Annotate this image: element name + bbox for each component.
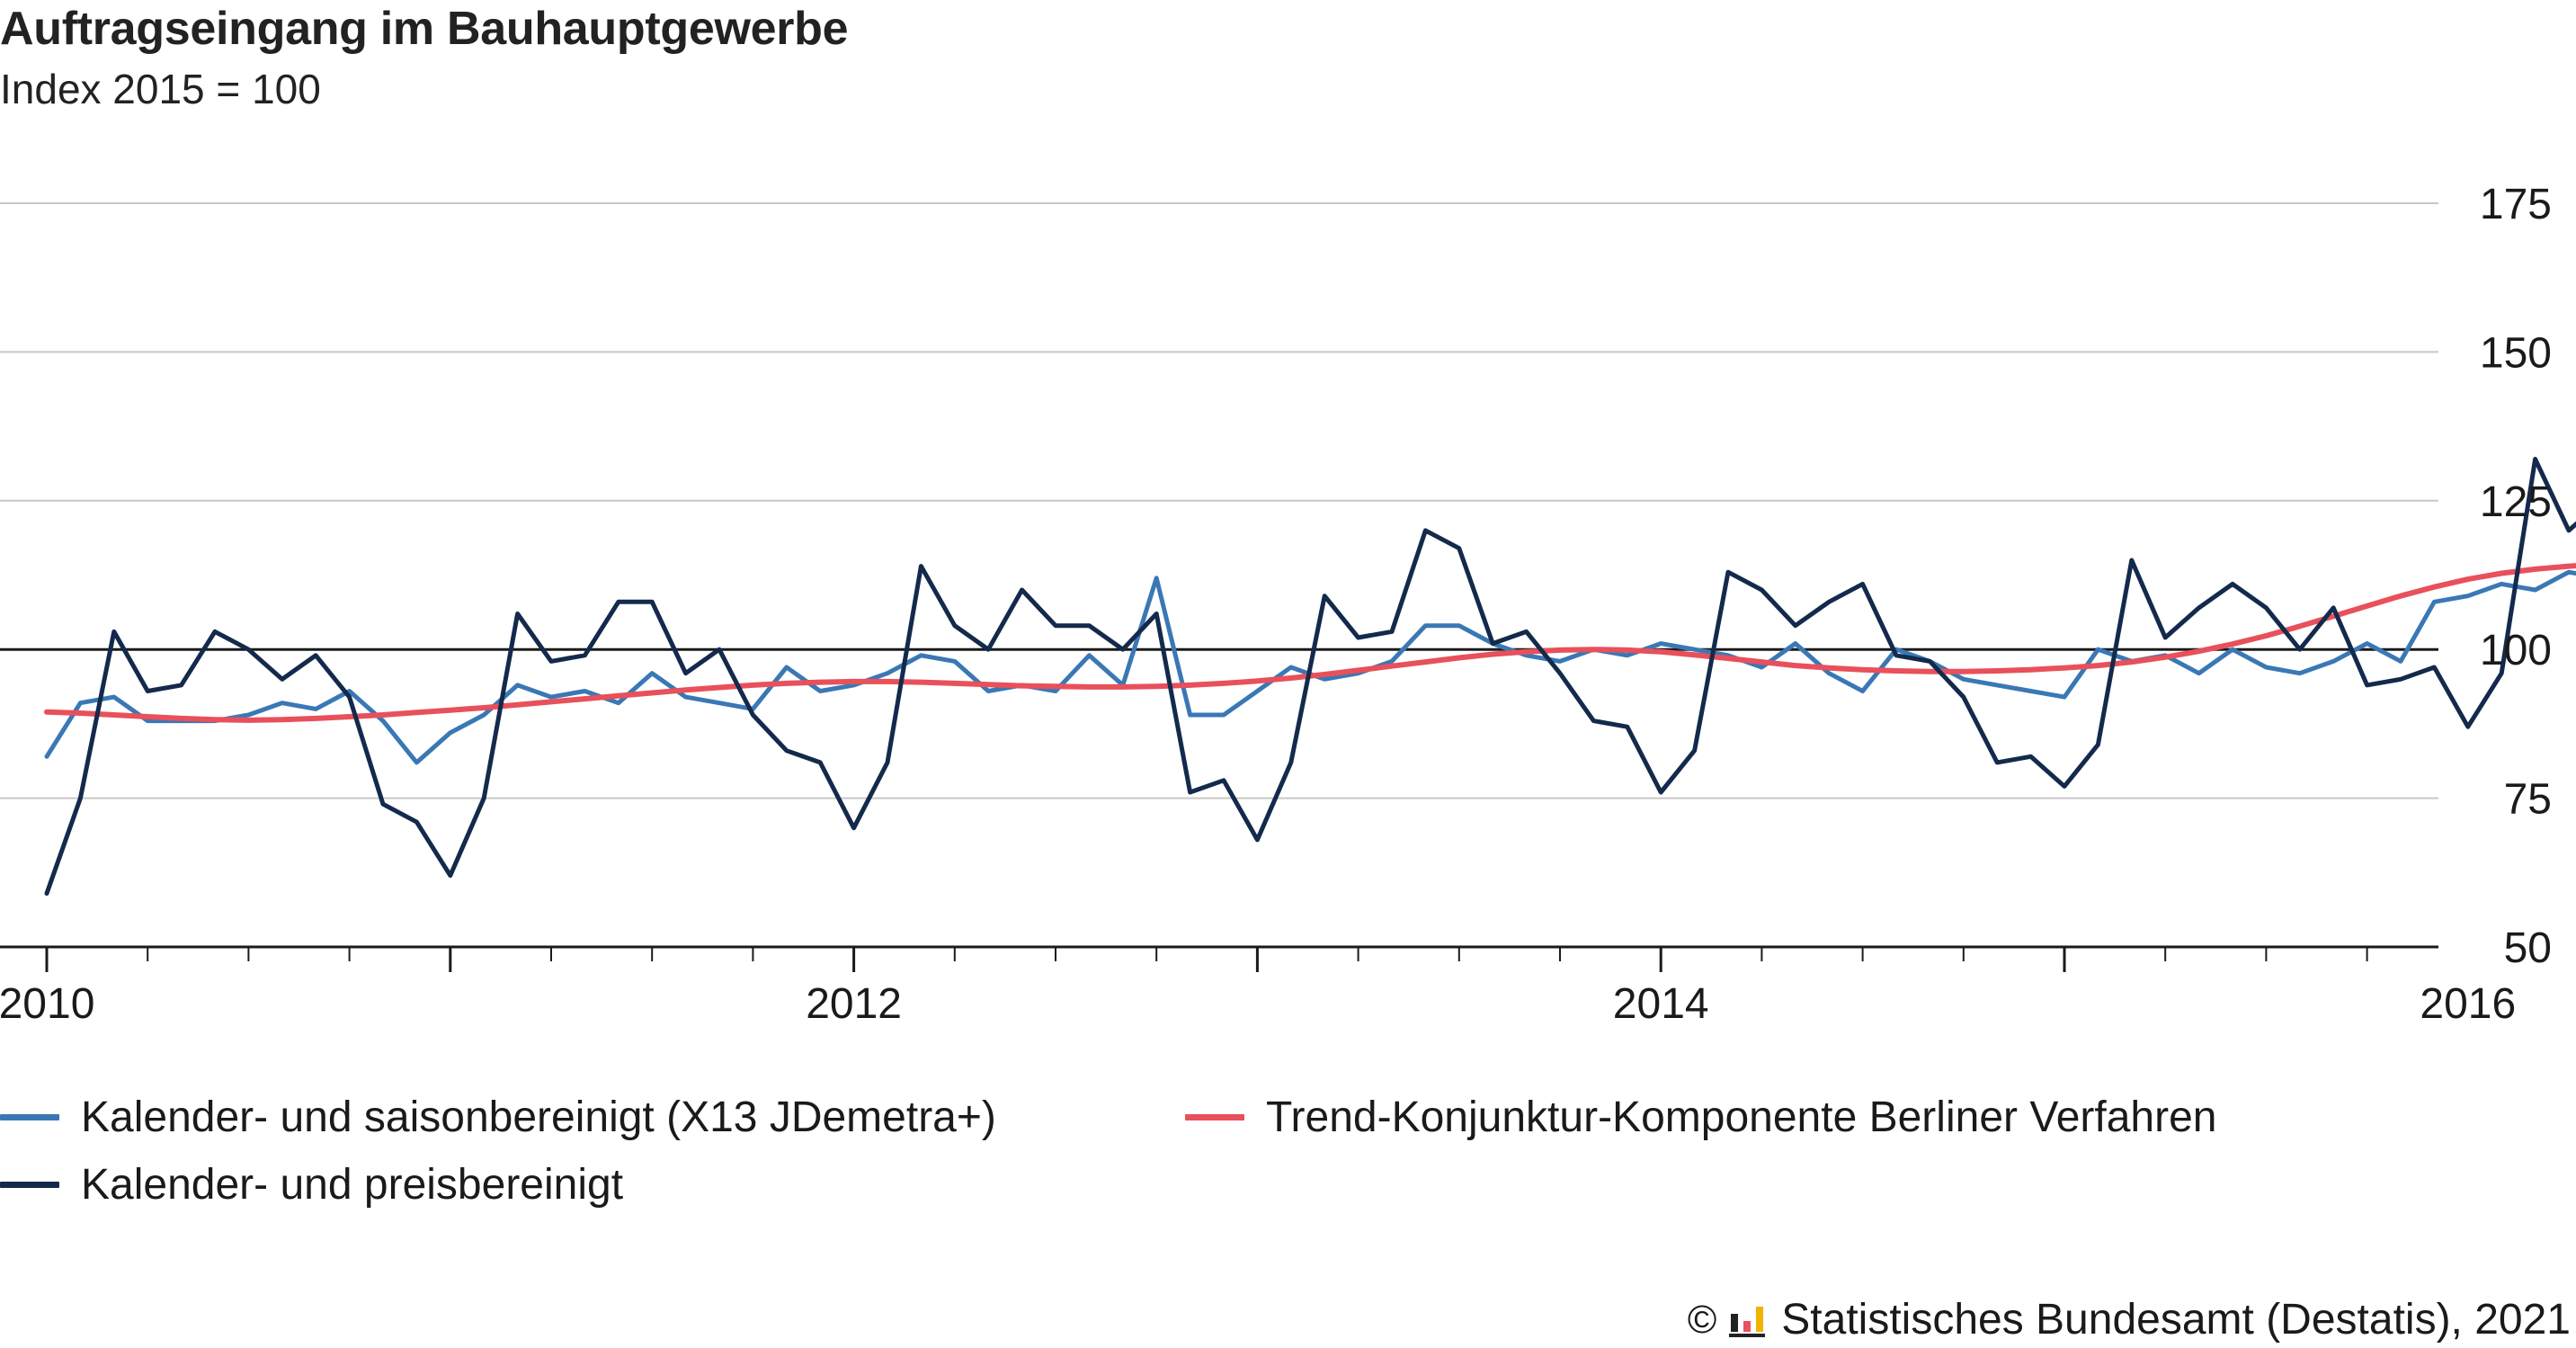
legend-label-trend: Trend-Konjunktur-Komponente Berliner Ver… [1266,1093,2217,1141]
y-tick-label: 50 [2504,924,2552,972]
source-text: Statistisches Bundesamt (Destatis), 2021 [1781,1296,2571,1344]
legend: Kalender- und saisonbereinigt (X13 JDeme… [0,1090,2572,1216]
chart-subtitle: Index 2015 = 100 [0,66,321,112]
legend-swatch-trend [1185,1113,1244,1120]
x-tick-label: 2016 [2420,980,2516,1028]
y-tick-label: 150 [2480,329,2552,377]
legend-label-seasonal: Kalender- und saisonbereinigt (X13 JDeme… [81,1093,996,1141]
series-line-price [44,457,2576,896]
x-tick-label: 2010 [0,980,94,1028]
series-line-trend [44,563,2576,723]
source-note: © Statistisches Bundesamt (Destatis), 20… [1688,1295,2571,1344]
destatis-bar-logo-icon [1729,1306,1766,1337]
grid-lines [0,202,2438,799]
series-lines [44,457,2576,896]
y-tick-labels: 50 75 100 125 150 175 [2480,181,2552,972]
copyright-symbol: © [1687,1297,1717,1342]
legend-item-trend: Trend-Konjunktur-Komponente Berliner Ver… [1185,1090,2216,1144]
y-tick-label: 175 [2480,181,2552,228]
x-tick-label: 2014 [1613,980,1709,1028]
y-tick-label: 75 [2504,776,2552,824]
x-axis [0,945,2438,972]
y-tick-label: 125 [2480,478,2552,526]
legend-item-price: Kalender- und preisbereinigt [0,1157,623,1211]
legend-swatch-price [0,1181,59,1188]
legend-label-price: Kalender- und preisbereinigt [81,1160,624,1209]
x-tick-labels: 201020122014201620182020 [0,980,2516,1028]
chart-title: Auftragseingang im Bauhauptgewerbe [0,3,849,55]
x-tick-label: 2012 [806,980,902,1028]
legend-item-seasonal: Kalender- und saisonbereinigt (X13 JDeme… [0,1090,996,1144]
legend-swatch-seasonal [0,1113,59,1120]
y-tick-label: 100 [2480,627,2552,674]
